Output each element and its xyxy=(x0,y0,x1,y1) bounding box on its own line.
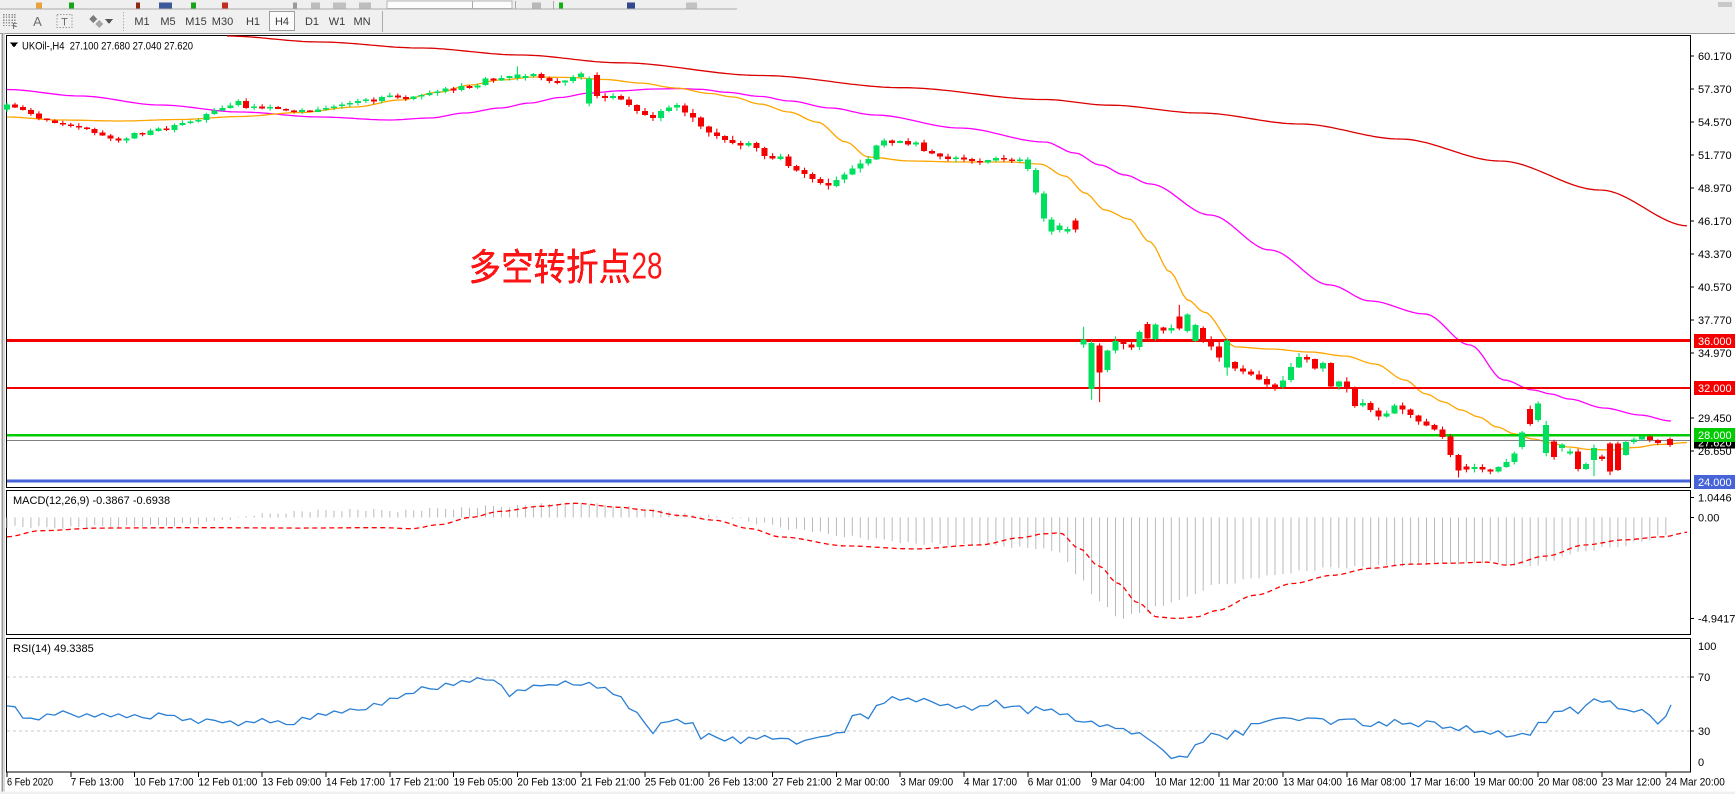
svg-text:M5: M5 xyxy=(160,16,175,28)
svg-text:19 Mar 00:00: 19 Mar 00:00 xyxy=(1474,777,1533,789)
svg-text:6 Feb 2020: 6 Feb 2020 xyxy=(7,777,53,789)
svg-text:25 Feb 01:00: 25 Feb 01:00 xyxy=(645,777,704,789)
svg-text:A: A xyxy=(33,14,42,29)
svg-text:F: F xyxy=(13,22,18,31)
svg-text:D1: D1 xyxy=(305,16,319,28)
svg-text:10 Mar 12:00: 10 Mar 12:00 xyxy=(1155,777,1214,789)
svg-text:19 Feb 05:00: 19 Feb 05:00 xyxy=(454,777,513,789)
svg-text:100: 100 xyxy=(1698,641,1716,653)
svg-text:51.770: 51.770 xyxy=(1698,150,1732,162)
svg-text:3 Mar 09:00: 3 Mar 09:00 xyxy=(900,777,953,789)
svg-text:40.570: 40.570 xyxy=(1698,282,1732,294)
svg-text:MN: MN xyxy=(353,16,370,28)
svg-text:29.450: 29.450 xyxy=(1698,413,1732,425)
svg-text:46.170: 46.170 xyxy=(1698,216,1732,228)
svg-text:M15: M15 xyxy=(185,16,206,28)
svg-text:7 Feb 13:00: 7 Feb 13:00 xyxy=(71,777,124,789)
svg-text:54.570: 54.570 xyxy=(1698,117,1732,129)
svg-text:20 Feb 13:00: 20 Feb 13:00 xyxy=(517,777,576,789)
svg-text:4 Mar 17:00: 4 Mar 17:00 xyxy=(964,777,1017,789)
svg-text:-4.9417: -4.9417 xyxy=(1698,613,1735,625)
svg-text:32.000: 32.000 xyxy=(1698,383,1732,395)
svg-text:26.650: 26.650 xyxy=(1698,446,1732,458)
svg-text:28.000: 28.000 xyxy=(1698,430,1732,442)
svg-text:14 Feb 17:00: 14 Feb 17:00 xyxy=(326,777,385,789)
svg-text:M1: M1 xyxy=(134,16,149,28)
svg-text:6 Mar 01:00: 6 Mar 01:00 xyxy=(1028,777,1081,789)
svg-text:27 Feb 21:00: 27 Feb 21:00 xyxy=(773,777,832,789)
svg-text:H1: H1 xyxy=(246,16,260,28)
svg-text:16 Mar 08:00: 16 Mar 08:00 xyxy=(1347,777,1406,789)
svg-text:24.000: 24.000 xyxy=(1698,477,1732,489)
svg-text:2 Mar 00:00: 2 Mar 00:00 xyxy=(836,777,889,789)
svg-text:12 Feb 01:00: 12 Feb 01:00 xyxy=(198,777,257,789)
svg-text:H4: H4 xyxy=(275,16,289,28)
svg-text:17 Feb 21:00: 17 Feb 21:00 xyxy=(390,777,449,789)
svg-text:21 Feb 21:00: 21 Feb 21:00 xyxy=(581,777,640,789)
svg-text:37.770: 37.770 xyxy=(1698,315,1732,327)
svg-text:UKOil-,H4 27.100 27.680 27.04: UKOil-,H4 27.100 27.680 27.040 27.620 xyxy=(22,41,193,53)
svg-text:60.170: 60.170 xyxy=(1698,51,1732,63)
svg-text:0: 0 xyxy=(1698,757,1704,769)
svg-text:36.000: 36.000 xyxy=(1698,336,1732,348)
svg-text:57.370: 57.370 xyxy=(1698,84,1732,96)
svg-text:28: 28 xyxy=(632,246,663,287)
svg-text:MACD(12,26,9) -0.3867 -0.6938: MACD(12,26,9) -0.3867 -0.6938 xyxy=(13,495,170,507)
svg-text:30: 30 xyxy=(1698,726,1710,738)
svg-text:24 Mar 20:00: 24 Mar 20:00 xyxy=(1666,777,1725,789)
svg-text:M30: M30 xyxy=(212,16,233,28)
svg-text:23 Mar 12:00: 23 Mar 12:00 xyxy=(1602,777,1661,789)
svg-text:48.970: 48.970 xyxy=(1698,183,1732,195)
svg-text:70: 70 xyxy=(1698,672,1710,684)
svg-text:13 Feb 09:00: 13 Feb 09:00 xyxy=(262,777,321,789)
svg-text:17 Mar 16:00: 17 Mar 16:00 xyxy=(1411,777,1470,789)
svg-text:20 Mar 08:00: 20 Mar 08:00 xyxy=(1538,777,1597,789)
svg-text:1.0446: 1.0446 xyxy=(1698,493,1732,505)
svg-text:26 Feb 13:00: 26 Feb 13:00 xyxy=(709,777,768,789)
svg-text:T: T xyxy=(61,17,68,29)
svg-text:W1: W1 xyxy=(329,16,346,28)
svg-text:11 Mar 20:00: 11 Mar 20:00 xyxy=(1219,777,1278,789)
svg-text:9 Mar 04:00: 9 Mar 04:00 xyxy=(1092,777,1145,789)
svg-text:34.970: 34.970 xyxy=(1698,348,1732,360)
svg-text:0.00: 0.00 xyxy=(1698,513,1719,525)
svg-text:13 Mar 04:00: 13 Mar 04:00 xyxy=(1283,777,1342,789)
svg-text:RSI(14) 49.3385: RSI(14) 49.3385 xyxy=(13,643,94,655)
svg-text:43.370: 43.370 xyxy=(1698,249,1732,261)
svg-text:10 Feb 17:00: 10 Feb 17:00 xyxy=(135,777,194,789)
